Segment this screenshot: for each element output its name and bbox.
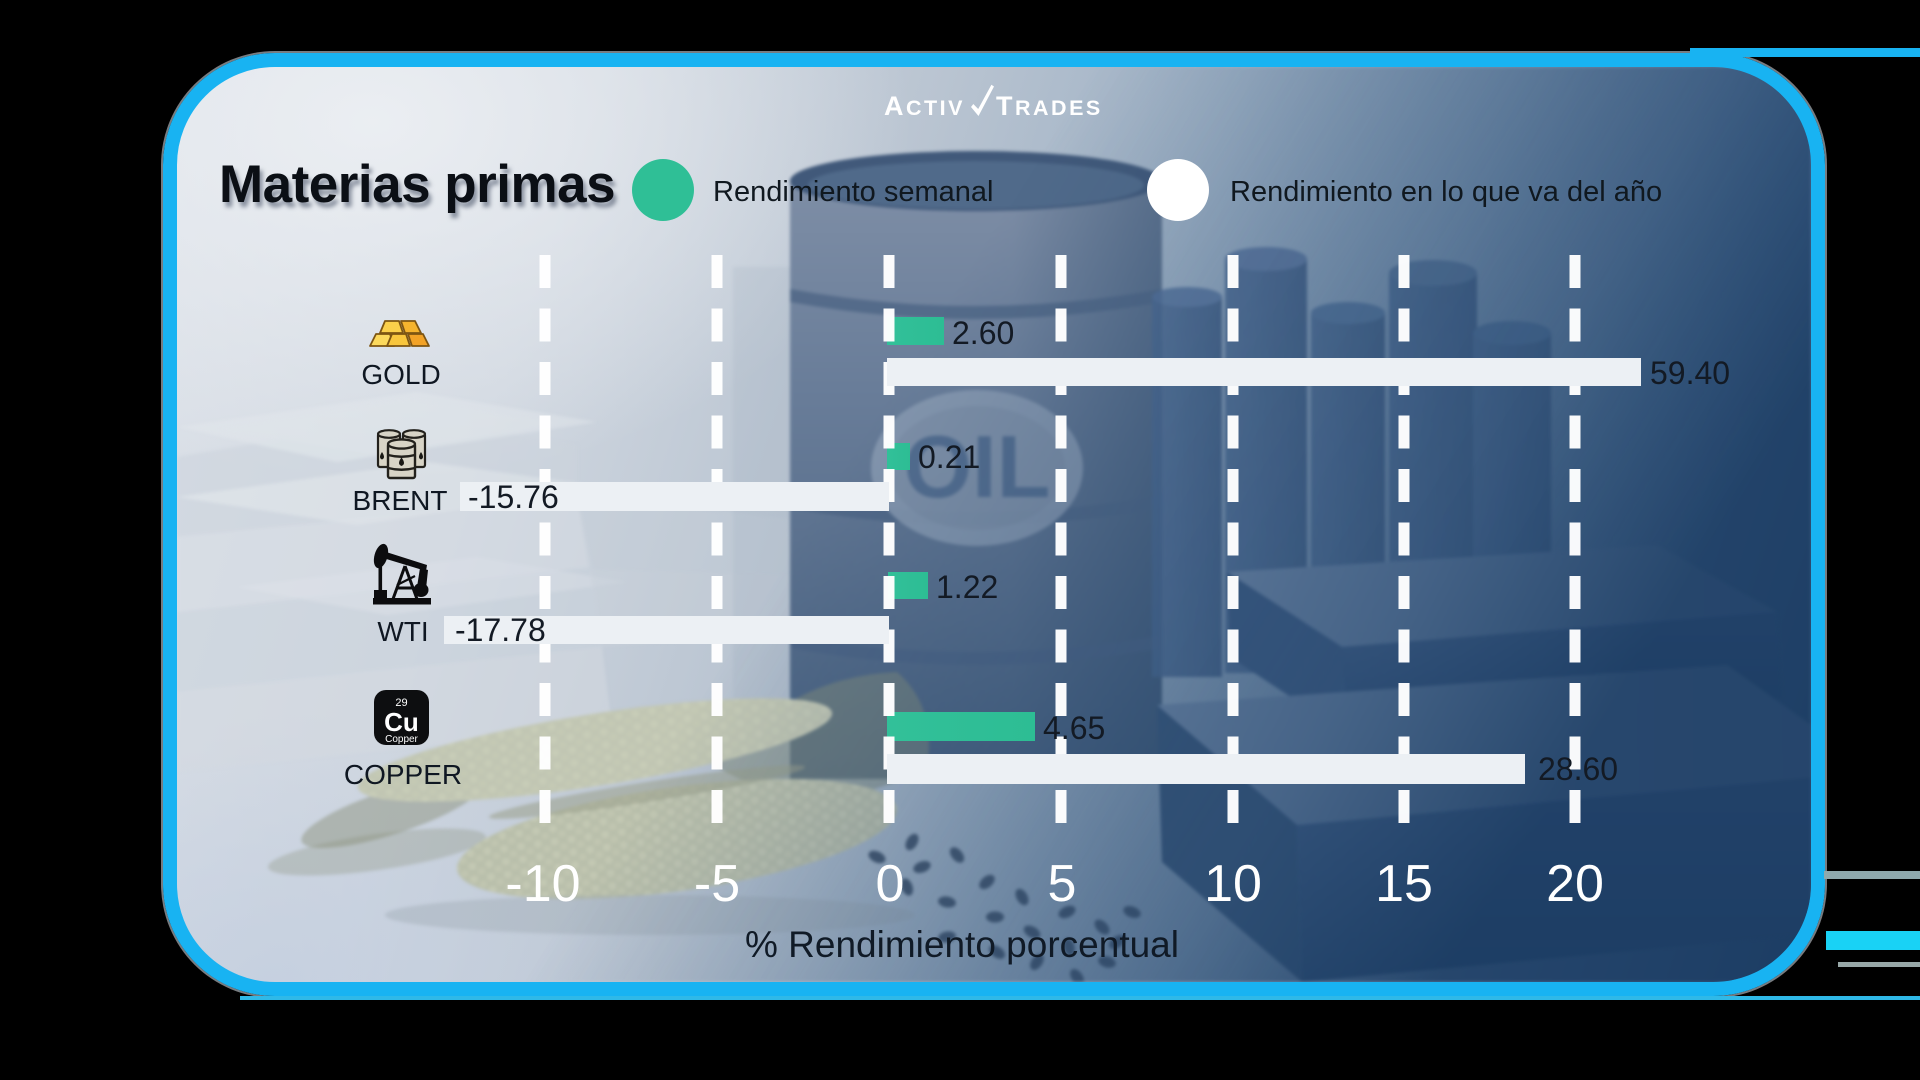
- svg-text:5: 5: [1048, 855, 1077, 913]
- svg-text:15: 15: [1375, 855, 1433, 913]
- svg-text:1.22: 1.22: [936, 569, 998, 605]
- svg-text:Rendimiento semanal: Rendimiento semanal: [713, 176, 993, 208]
- svg-text:% Rendimiento porcentual: % Rendimiento porcentual: [745, 924, 1179, 965]
- svg-text:COPPER: COPPER: [344, 759, 462, 790]
- svg-text:28.60: 28.60: [1538, 751, 1618, 787]
- svg-text:-15.76: -15.76: [468, 479, 559, 515]
- svg-text:0: 0: [876, 855, 905, 913]
- svg-text:WTI: WTI: [377, 616, 428, 647]
- svg-text:-17.78: -17.78: [455, 612, 546, 648]
- svg-text:29: 29: [395, 697, 407, 709]
- svg-text:Cu: Cu: [384, 707, 419, 737]
- svg-text:-10: -10: [505, 855, 580, 913]
- svg-text:TRADES: TRADES: [996, 91, 1103, 121]
- svg-text:Copper: Copper: [385, 734, 418, 745]
- svg-text:4.65: 4.65: [1043, 710, 1105, 746]
- svg-text:2.60: 2.60: [952, 315, 1014, 351]
- svg-text:-5: -5: [694, 855, 740, 913]
- svg-text:10: 10: [1204, 855, 1262, 913]
- svg-text:59.40: 59.40: [1650, 355, 1730, 391]
- svg-text:0.21: 0.21: [918, 439, 980, 475]
- svg-text:GOLD: GOLD: [361, 359, 440, 390]
- svg-text:Rendimiento en lo que va del a: Rendimiento en lo que va del año: [1230, 176, 1662, 208]
- svg-text:ACTIV: ACTIV: [884, 91, 965, 121]
- svg-text:BRENT: BRENT: [353, 485, 448, 516]
- svg-text:20: 20: [1546, 855, 1604, 913]
